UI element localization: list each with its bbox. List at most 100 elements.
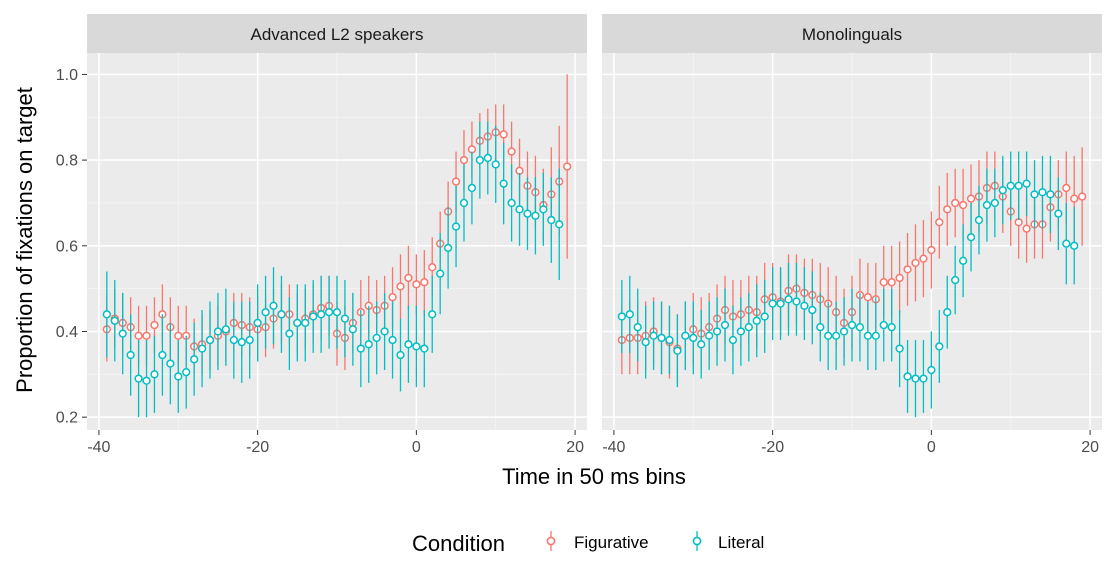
figurative-point <box>420 278 429 287</box>
literal-point <box>697 340 706 349</box>
literal-point <box>539 205 548 214</box>
literal-point <box>824 331 833 340</box>
literal-point <box>816 323 825 332</box>
figurative-point <box>935 218 944 227</box>
legend-key-literal <box>692 531 702 551</box>
figurative-point <box>150 320 159 330</box>
literal-point <box>935 342 944 351</box>
literal-point <box>547 215 556 225</box>
literal-point <box>673 346 682 355</box>
figurative-point <box>396 282 405 291</box>
literal-point <box>309 312 318 321</box>
x-tick-label: -40 <box>602 439 625 456</box>
facet-strip <box>87 14 587 53</box>
figurative-point <box>1062 183 1071 193</box>
literal-point <box>927 365 936 375</box>
literal-point <box>863 331 873 340</box>
literal-point <box>760 312 769 321</box>
figurative-point <box>388 293 397 302</box>
literal-point <box>118 329 127 338</box>
literal-point <box>443 243 453 253</box>
x-tick-label: -20 <box>246 439 269 456</box>
x-tick-label: 20 <box>566 439 584 456</box>
figurative-point <box>174 331 183 340</box>
figurative-point <box>563 162 572 171</box>
legend-label-literal: Literal <box>718 533 764 552</box>
literal-point <box>134 374 143 383</box>
literal-point <box>689 333 698 343</box>
literal-point <box>855 323 865 332</box>
literal-point <box>649 331 658 340</box>
legend-label-figurative: Figurative <box>574 533 649 552</box>
figurative-point <box>879 278 888 287</box>
literal-point <box>847 320 857 330</box>
literal-point <box>617 312 626 321</box>
literal-point <box>887 323 896 332</box>
literal-point <box>776 299 785 308</box>
literal-point <box>871 331 880 340</box>
literal-point <box>895 344 904 353</box>
literal-point <box>784 295 793 304</box>
literal-point <box>736 327 746 336</box>
literal-point <box>1062 239 1071 248</box>
literal-point <box>800 301 809 310</box>
literal-point <box>704 331 714 340</box>
y-axis: 0.2 0.4 0.6 0.8 1.0 <box>56 67 87 427</box>
figurative-point <box>895 273 904 283</box>
facet-title: Monolinguals <box>802 25 902 44</box>
literal-point <box>436 269 445 278</box>
literal-point <box>903 372 912 381</box>
literal-point <box>499 179 508 188</box>
literal-point <box>633 323 642 332</box>
legend-key-figurative <box>546 531 556 551</box>
figurative-point <box>927 245 936 255</box>
legend-key-literal-point <box>692 536 702 546</box>
literal-point <box>237 338 246 347</box>
y-tick-label: 0.6 <box>56 238 78 255</box>
literal-point <box>1006 181 1015 190</box>
literal-point <box>158 350 167 360</box>
literal-point <box>681 331 690 340</box>
figurative-point <box>911 258 920 268</box>
literal-point <box>388 335 397 345</box>
literal-point <box>110 316 119 325</box>
literal-point <box>523 209 532 218</box>
literal-point <box>316 310 326 319</box>
literal-point <box>555 220 564 229</box>
literal-point <box>1014 181 1023 190</box>
literal-point <box>293 318 302 328</box>
literal-point <box>657 333 666 343</box>
literal-point <box>515 205 524 214</box>
literal-point <box>253 318 262 328</box>
figurative-point <box>404 273 413 283</box>
literal-point <box>990 198 1000 208</box>
literal-point <box>285 329 294 338</box>
literal-point <box>189 355 199 364</box>
figurative-point <box>1078 192 1087 201</box>
facet-title: Advanced L2 speakers <box>251 25 424 44</box>
figurative-point <box>451 177 461 186</box>
figurative-point <box>1022 224 1031 233</box>
figurative-point <box>507 147 516 156</box>
figurative-point <box>919 254 928 263</box>
figurative-point <box>903 265 912 274</box>
literal-point <box>380 327 389 336</box>
literal-point <box>412 342 421 351</box>
literal-point <box>966 233 976 242</box>
figurative-point <box>1070 194 1079 203</box>
literal-point <box>459 198 469 208</box>
literal-point <box>126 350 135 360</box>
figurative-point <box>887 278 896 287</box>
literal-point <box>879 320 888 330</box>
literal-point <box>491 160 500 169</box>
literal-point <box>372 333 381 343</box>
literal-point <box>1030 190 1039 199</box>
literal-point <box>451 222 461 231</box>
literal-point <box>839 327 849 336</box>
literal-point <box>205 335 215 345</box>
legend-key-figurative-point <box>546 536 556 546</box>
literal-point <box>974 215 984 225</box>
x-axis: -40 -20 0 20 -40 -20 0 20 <box>87 430 1099 456</box>
literal-point <box>998 185 1007 195</box>
